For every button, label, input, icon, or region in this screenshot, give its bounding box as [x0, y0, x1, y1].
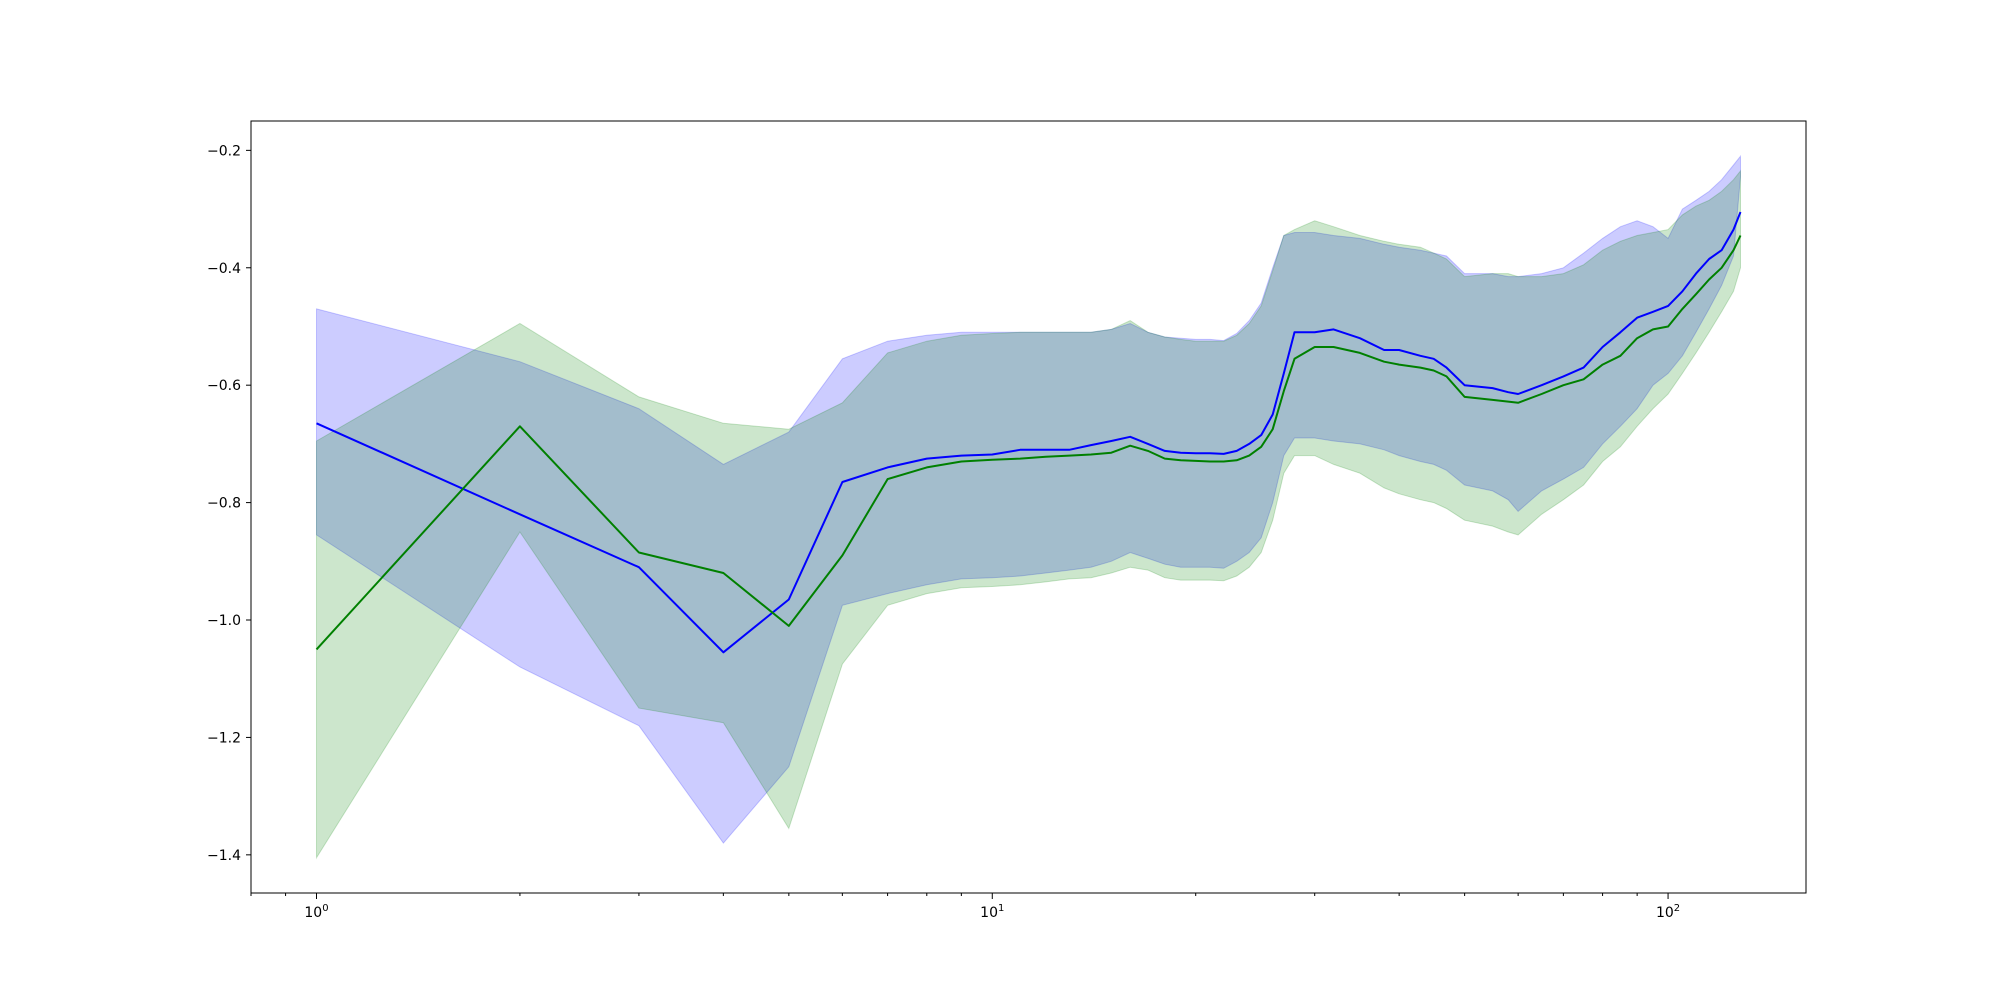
confidence-bands	[316, 154, 1741, 860]
series-lines	[315, 211, 1742, 654]
series-2-line	[315, 235, 1742, 651]
plot-area	[315, 154, 1742, 860]
y-tick-label: −1.4	[207, 848, 241, 864]
y-tick-label: −1.2	[207, 730, 241, 746]
series-2-band	[316, 169, 1741, 860]
y-tick-label: −1.0	[207, 613, 241, 629]
series-1-band	[316, 154, 1741, 844]
y-axis: −0.2 −0.4 −0.6 −0.8 −1.0 −1.2 −1.4	[207, 143, 251, 864]
x-tick-label: 101	[980, 903, 1004, 921]
y-tick-label: −0.6	[207, 378, 241, 394]
y-tick-label: −0.4	[207, 261, 241, 277]
axes-frame	[250, 120, 1807, 894]
x-tick-label: 102	[1656, 903, 1680, 921]
y-tick-label: −0.8	[207, 496, 241, 512]
series-1-line	[316, 211, 1742, 654]
x-tick-label: 100	[304, 903, 328, 921]
y-tick-label: −0.2	[207, 143, 241, 159]
x-axis: 100 101 102	[250, 893, 1680, 921]
